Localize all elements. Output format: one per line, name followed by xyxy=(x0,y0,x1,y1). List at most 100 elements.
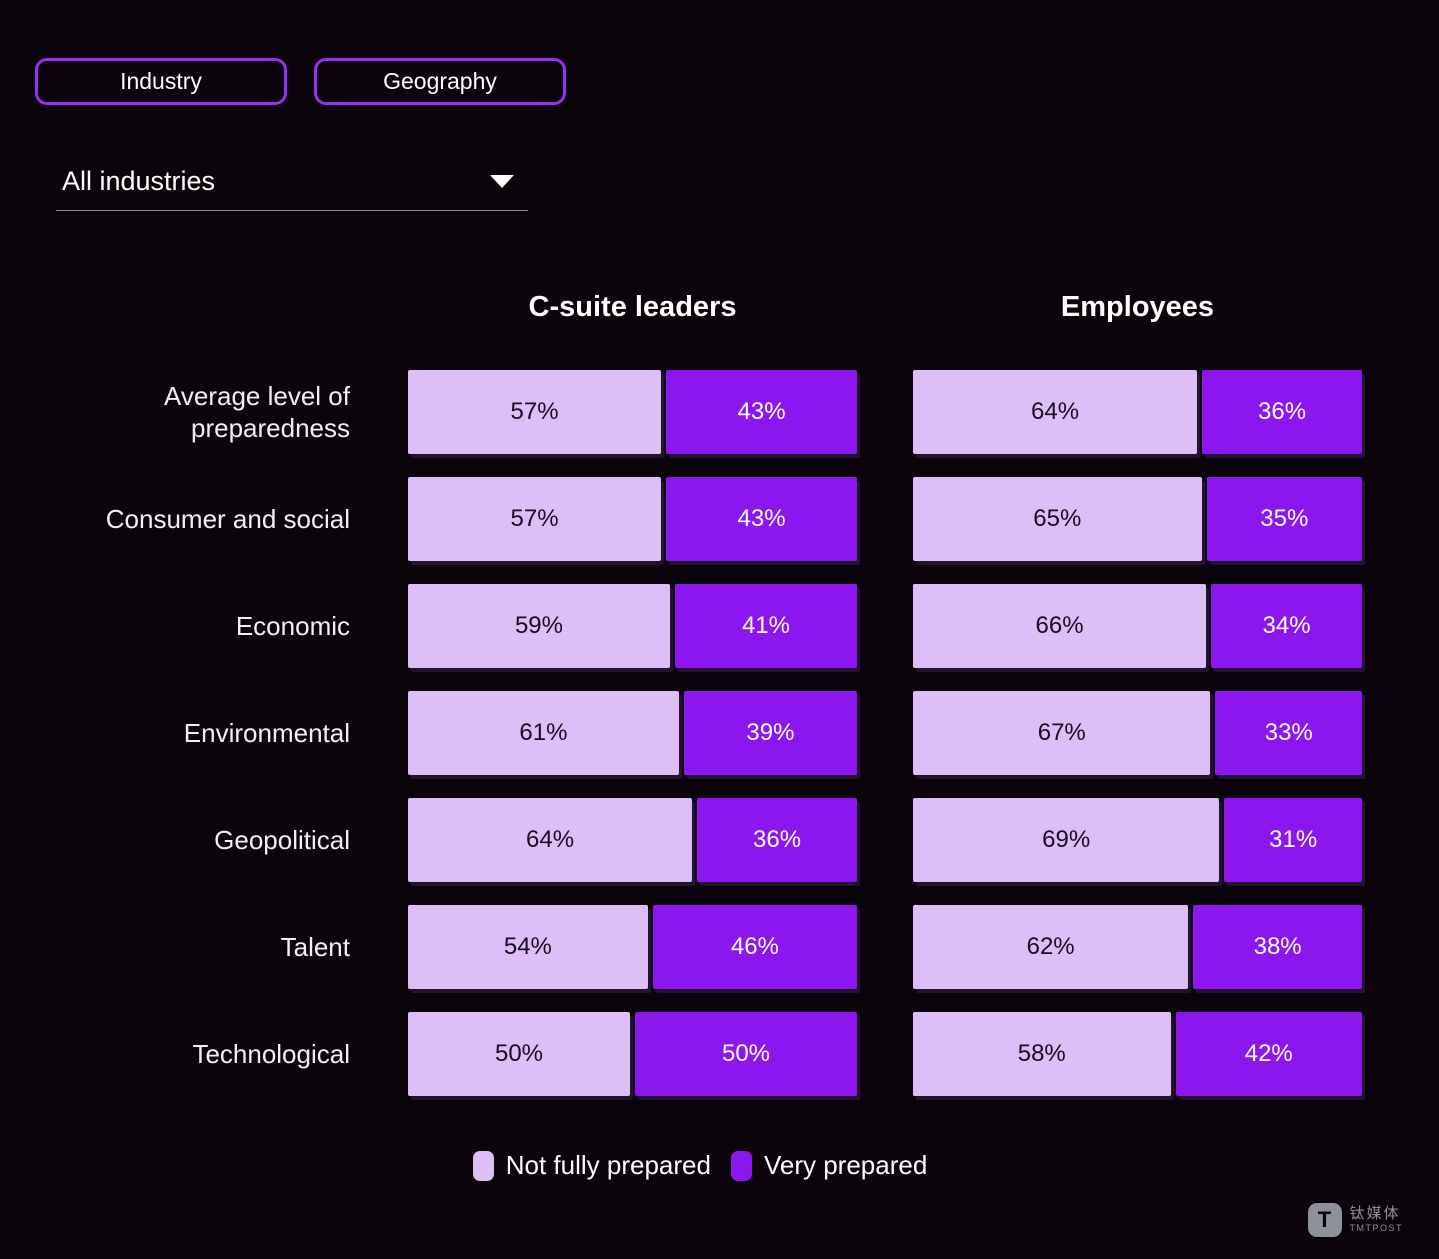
bar-c-suite-leaders: 61% 39% xyxy=(408,691,857,775)
chart-row: Environmental 61% 39% 67% 33% xyxy=(0,691,1362,775)
bar-employees: 62% 38% xyxy=(913,905,1362,989)
bar-value-label: 65% xyxy=(1033,505,1082,532)
bar-value-label: 64% xyxy=(526,826,575,853)
legend-item-not-fully-prepared: Not fully prepared xyxy=(472,1150,711,1181)
segment-not-fully-prepared: 67% xyxy=(913,691,1211,775)
row-label: Environmental xyxy=(183,717,350,748)
segment-not-fully-prepared: 57% xyxy=(408,370,662,454)
tmtpost-text: 钛媒体 TMTPOST xyxy=(1350,1206,1404,1233)
legend-swatch-very-prepared xyxy=(730,1150,752,1181)
segment-very-prepared: 50% xyxy=(635,1012,857,1096)
bar-value-label: 66% xyxy=(1035,612,1084,639)
chevron-down-icon xyxy=(490,174,514,188)
bar-value-label: 43% xyxy=(737,505,786,532)
segment-very-prepared: 36% xyxy=(1202,370,1362,454)
bar-value-label: 39% xyxy=(746,719,795,746)
bar-employees: 69% 31% xyxy=(913,798,1362,882)
segment-very-prepared: 42% xyxy=(1175,1012,1362,1096)
segment-very-prepared: 33% xyxy=(1215,691,1362,775)
bar-employees: 66% 34% xyxy=(913,584,1362,668)
chart-row: Geopolitical 64% 36% 69% 31% xyxy=(0,798,1362,882)
bar-value-label: 36% xyxy=(753,826,802,853)
tmtpost-cn-label: 钛媒体 xyxy=(1349,1205,1401,1223)
segment-not-fully-prepared: 61% xyxy=(408,691,679,775)
tab-industry[interactable]: Industry xyxy=(35,58,287,105)
legend-label: Very prepared xyxy=(763,1150,928,1180)
bar-value-label: 42% xyxy=(1244,1040,1293,1067)
segment-very-prepared: 38% xyxy=(1193,905,1362,989)
segment-not-fully-prepared: 66% xyxy=(913,584,1207,668)
bar-value-label: 31% xyxy=(1269,826,1318,853)
tab-geography[interactable]: Geography xyxy=(314,58,566,105)
segment-not-fully-prepared: 58% xyxy=(913,1012,1171,1096)
row-label: Talent xyxy=(280,931,350,962)
row-label: Consumer and social xyxy=(105,503,350,534)
bar-value-label: 50% xyxy=(721,1040,771,1067)
bar-c-suite-leaders: 57% 43% xyxy=(408,370,857,454)
bar-employees: 64% 36% xyxy=(913,370,1362,454)
segment-not-fully-prepared: 65% xyxy=(913,477,1202,561)
bar-value-label: 62% xyxy=(1026,933,1075,960)
legend-swatch-not-fully-prepared xyxy=(472,1150,494,1181)
bar-value-label: 35% xyxy=(1260,505,1309,532)
segment-not-fully-prepared: 64% xyxy=(408,798,693,882)
dropdown-selected-value: All industries xyxy=(62,165,216,196)
bar-value-label: 33% xyxy=(1264,719,1313,746)
segment-not-fully-prepared: 69% xyxy=(913,798,1220,882)
bar-c-suite-leaders: 57% 43% xyxy=(408,477,857,561)
row-label: Economic xyxy=(235,610,350,641)
segment-very-prepared: 39% xyxy=(683,691,857,775)
bar-value-label: 64% xyxy=(1031,398,1080,425)
row-label: Technological xyxy=(192,1038,350,1069)
chart-row: Consumer and social 57% 43% 65% 35% xyxy=(0,477,1362,561)
bar-employees: 58% 42% xyxy=(913,1012,1362,1096)
tmtpost-en-label: TMTPOST xyxy=(1349,1222,1403,1233)
legend-label: Not fully prepared xyxy=(505,1150,711,1180)
segment-very-prepared: 43% xyxy=(666,477,857,561)
chart-row: Talent 54% 46% 62% 38% xyxy=(0,905,1362,989)
column-header-employees: Employees xyxy=(1060,291,1215,323)
bar-c-suite-leaders: 54% 46% xyxy=(408,905,857,989)
tmtpost-logo: T 钛媒体 TMTPOST xyxy=(1307,1203,1404,1237)
bar-value-label: 38% xyxy=(1253,933,1302,960)
preparedness-chart: C-suite leaders Employees Average level … xyxy=(0,282,1362,1119)
bar-value-label: 41% xyxy=(741,612,790,639)
bar-value-label: 43% xyxy=(737,398,786,425)
segment-not-fully-prepared: 50% xyxy=(408,1012,630,1096)
bar-value-label: 36% xyxy=(1258,398,1307,425)
bar-employees: 65% 35% xyxy=(913,477,1362,561)
bar-value-label: 50% xyxy=(494,1040,544,1067)
bar-employees: 67% 33% xyxy=(913,691,1362,775)
chart-rows: Average level of preparedness 57% 43% 64% 36… xyxy=(0,370,1362,1096)
segment-not-fully-prepared: 64% xyxy=(913,370,1198,454)
segment-very-prepared: 36% xyxy=(697,798,857,882)
legend-item-very-prepared: Very prepared xyxy=(730,1150,928,1181)
industry-dropdown[interactable]: All industries xyxy=(56,152,528,211)
segment-very-prepared: 35% xyxy=(1206,477,1362,561)
bar-c-suite-leaders: 50% 50% xyxy=(408,1012,857,1096)
column-header-c-suite: C-suite leaders xyxy=(528,291,737,323)
bar-value-label: 54% xyxy=(503,933,552,960)
bar-c-suite-leaders: 59% 41% xyxy=(408,584,857,668)
bar-value-label: 58% xyxy=(1017,1040,1066,1067)
row-label: Geopolitical xyxy=(214,824,350,855)
chart-row: Average level of preparedness 57% 43% 64% 36… xyxy=(0,370,1362,454)
segment-very-prepared: 31% xyxy=(1224,798,1362,882)
legend: Not fully prepared Very prepared xyxy=(0,1150,1400,1181)
column-headers: C-suite leaders Employees xyxy=(0,282,1362,332)
bar-value-label: 34% xyxy=(1262,612,1311,639)
bar-value-label: 69% xyxy=(1042,826,1091,853)
bar-value-label: 67% xyxy=(1037,719,1086,746)
segment-very-prepared: 43% xyxy=(666,370,857,454)
segment-very-prepared: 34% xyxy=(1211,584,1362,668)
chart-row: Economic 59% 41% 66% 34% xyxy=(0,584,1362,668)
bar-value-label: 57% xyxy=(510,505,559,532)
bar-value-label: 57% xyxy=(510,398,559,425)
segment-not-fully-prepared: 59% xyxy=(408,584,670,668)
segment-not-fully-prepared: 54% xyxy=(408,905,648,989)
bar-value-label: 61% xyxy=(519,719,568,746)
segment-not-fully-prepared: 57% xyxy=(408,477,662,561)
segment-not-fully-prepared: 62% xyxy=(913,905,1189,989)
segment-very-prepared: 41% xyxy=(674,584,857,668)
